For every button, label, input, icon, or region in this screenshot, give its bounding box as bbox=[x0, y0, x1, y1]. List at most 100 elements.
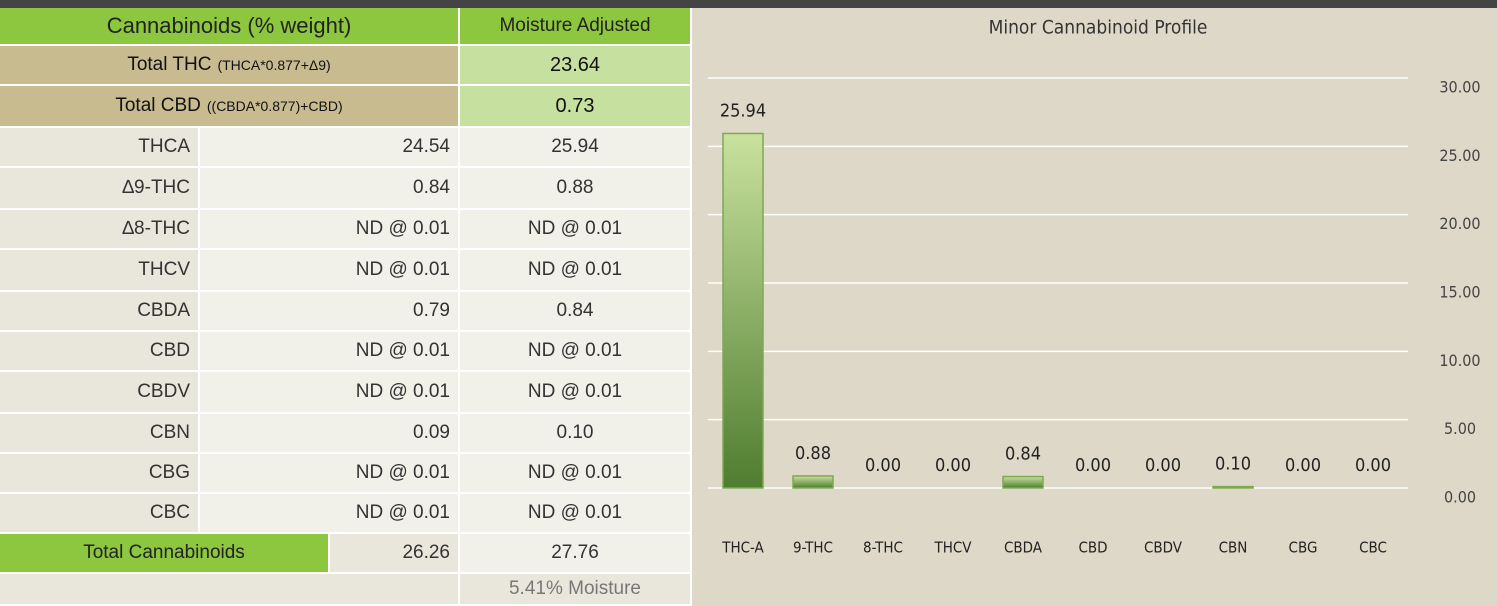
cell-text: 0.79 bbox=[413, 300, 450, 321]
table-cell: 0.09 bbox=[200, 414, 460, 454]
table-cell: CBD bbox=[0, 332, 200, 372]
cell-text: ND @ 0.01 bbox=[355, 462, 450, 483]
table-cell: 27.76 bbox=[460, 534, 692, 574]
data-label: 0.00 bbox=[1145, 455, 1181, 476]
bar bbox=[1002, 475, 1044, 489]
table-cell: 23.64 bbox=[460, 46, 692, 86]
bar bbox=[792, 475, 834, 489]
cell-text: 26.26 bbox=[402, 542, 450, 563]
table-cell: 0.88 bbox=[460, 168, 692, 210]
x-tick-label: CBDA bbox=[1004, 539, 1043, 557]
chart-title: Minor Cannabinoid Profile bbox=[989, 17, 1208, 39]
table-cell: 0.10 bbox=[460, 414, 692, 454]
y-tick-label: 10.00 bbox=[1439, 351, 1480, 370]
cell-text: 24.54 bbox=[402, 136, 450, 157]
chart: Minor Cannabinoid Profile 0.00 5.00 10.00 1… bbox=[692, 8, 1497, 606]
table-cell: 25.94 bbox=[460, 128, 692, 168]
cell-text: 5.41% Moisture bbox=[508, 578, 641, 599]
cell-text: 0.10 bbox=[556, 422, 594, 443]
cell-text: 0.84 bbox=[556, 300, 594, 321]
data-label: 0.00 bbox=[865, 455, 901, 476]
cell-text: ND @ 0.01 bbox=[355, 340, 450, 361]
cell-text: 0.73 bbox=[555, 94, 595, 117]
cell-text: 0.88 bbox=[556, 177, 594, 198]
data-label: 0.00 bbox=[1355, 455, 1391, 476]
table-cell: 5.41% Moisture bbox=[460, 574, 692, 606]
x-tick-label: CBC bbox=[1359, 539, 1387, 557]
cell-text: ND @ 0.01 bbox=[355, 502, 450, 523]
cell-text: CBDA bbox=[137, 300, 190, 321]
bar bbox=[722, 132, 764, 489]
x-tick-label: THCV bbox=[933, 539, 972, 557]
cell-text: ND @ 0.01 bbox=[355, 218, 450, 239]
x-tick-label: CBG bbox=[1289, 539, 1318, 557]
y-tick-label: 20.00 bbox=[1439, 214, 1480, 233]
cell-text: CBN bbox=[149, 422, 190, 443]
cell-text: ND @ 0.01 bbox=[527, 218, 623, 239]
y-tick-label: 5.00 bbox=[1444, 419, 1476, 438]
top-bar bbox=[0, 0, 1497, 8]
cell-text: THCV bbox=[138, 259, 190, 280]
chart-bg bbox=[692, 8, 1497, 606]
cell-text: ND @ 0.01 bbox=[527, 502, 623, 523]
cell-text: ND @ 0.01 bbox=[355, 259, 450, 280]
table-cell: 0.73 bbox=[460, 86, 692, 128]
cell-text: CBC bbox=[149, 502, 190, 523]
table-cell: ND @ 0.01 bbox=[200, 454, 460, 494]
table-cell: CBDA bbox=[0, 292, 200, 332]
cell-text: ND @ 0.01 bbox=[355, 381, 450, 402]
cell-text: Cannabinoids (% weight) bbox=[106, 13, 352, 38]
y-tick-label: 25.00 bbox=[1439, 146, 1480, 165]
cell-text: 0.09 bbox=[413, 422, 450, 443]
cell-text: 0.84 bbox=[413, 177, 450, 198]
table-cell: ND @ 0.01 bbox=[460, 332, 692, 372]
table-cell: ND @ 0.01 bbox=[460, 372, 692, 414]
table-cell: ND @ 0.01 bbox=[460, 210, 692, 250]
cell-text: THCA bbox=[138, 136, 190, 157]
cell-text: ND @ 0.01 bbox=[527, 462, 623, 483]
data-label: 0.84 bbox=[1005, 444, 1041, 465]
table-cell: ND @ 0.01 bbox=[460, 250, 692, 292]
table-cell: ND @ 0.01 bbox=[460, 454, 692, 494]
cell-text: Total Cannabinoids bbox=[83, 542, 245, 563]
table-cell: CBDV bbox=[0, 372, 200, 414]
formula: ((CBDA*0.877)+CBD) bbox=[206, 98, 343, 114]
data-label: 0.00 bbox=[1285, 455, 1321, 476]
x-tick-label: CBD bbox=[1078, 539, 1107, 557]
bar bbox=[1212, 485, 1254, 489]
cell-text: CBG bbox=[148, 462, 190, 483]
data-label: 0.00 bbox=[1075, 455, 1111, 476]
cell-text: 27.76 bbox=[551, 542, 599, 563]
data-label: 0.10 bbox=[1215, 454, 1251, 475]
data-label: 0.00 bbox=[935, 455, 971, 476]
y-tick-label: 30.00 bbox=[1439, 78, 1480, 97]
table-cell: Cannabinoids (% weight) bbox=[0, 8, 460, 46]
x-tick-label: 8-THC bbox=[863, 539, 903, 557]
table-cell: CBC bbox=[0, 494, 200, 534]
x-tick-label: 9-THC bbox=[793, 539, 833, 557]
table-cell: 0.84 bbox=[460, 292, 692, 332]
table-cell: ∆9-THC bbox=[0, 168, 200, 210]
y-tick-label: 0.00 bbox=[1444, 488, 1476, 507]
table-cell: CBN bbox=[0, 414, 200, 454]
table-cell: ∆8-THC bbox=[0, 210, 200, 250]
x-tick-label: CBDV bbox=[1144, 539, 1183, 557]
table-cell: ND @ 0.01 bbox=[200, 494, 460, 534]
cell-text: Total THC bbox=[127, 54, 212, 75]
cell-text: ND @ 0.01 bbox=[527, 259, 623, 280]
table-cell: 24.54 bbox=[200, 128, 460, 168]
table-cell: 0.84 bbox=[200, 168, 460, 210]
cell-text: Total CBD bbox=[115, 95, 201, 116]
formula: (THCA*0.877+Δ9) bbox=[217, 57, 331, 73]
table-cell: 26.26 bbox=[330, 534, 460, 574]
table-cell: ND @ 0.01 bbox=[200, 372, 460, 414]
table-cell: Total THC (THCA*0.877+Δ9) bbox=[0, 46, 460, 86]
cell-text: CBD bbox=[149, 340, 190, 361]
table-cell: THCA bbox=[0, 128, 200, 168]
table-cell: THCV bbox=[0, 250, 200, 292]
table-cell bbox=[0, 574, 460, 606]
table-cell: ND @ 0.01 bbox=[200, 332, 460, 372]
cell-text: ∆8-THC bbox=[122, 218, 190, 239]
x-tick-label: CBN bbox=[1219, 539, 1248, 557]
